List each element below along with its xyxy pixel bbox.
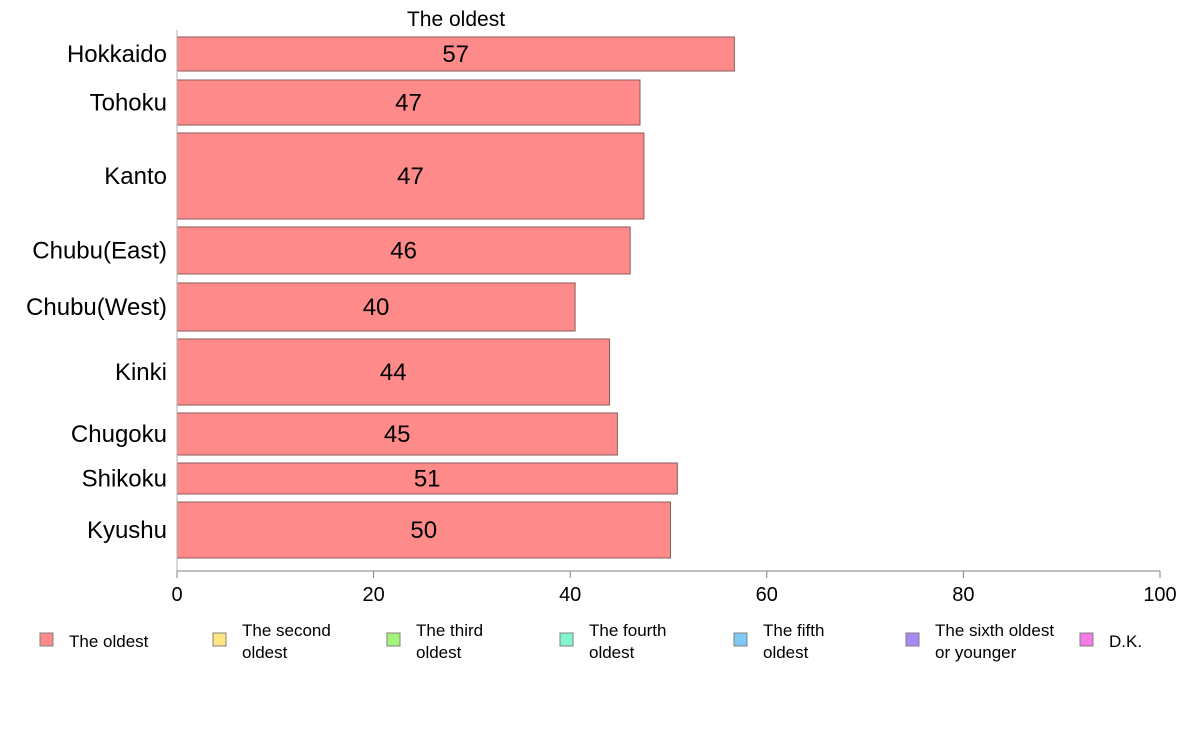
category-label: Chubu(West) xyxy=(26,294,167,321)
bar-chubu-west- xyxy=(176,282,576,332)
legend-label: The fourth xyxy=(589,621,667,640)
category-labels: Hokkaido Tohoku Kanto Chubu(East) Chubu(West… xyxy=(26,41,167,544)
bar-chugoku xyxy=(176,412,618,456)
x-tick-label: 40 xyxy=(559,584,581,606)
bar-hokkaido xyxy=(176,36,735,72)
legend-label: or younger xyxy=(935,643,1017,662)
data-label: 45 xyxy=(384,421,411,448)
data-label: 44 xyxy=(380,359,407,386)
legend-swatch xyxy=(559,632,574,647)
legend-label: D.K. xyxy=(1109,632,1142,651)
legend-label: The fifth xyxy=(763,621,824,640)
category-label: Hokkaido xyxy=(67,41,167,68)
data-label: 51 xyxy=(414,466,441,493)
category-label: Kyushu xyxy=(87,517,167,544)
x-tick-label: 20 xyxy=(362,584,384,606)
data-label: 46 xyxy=(390,238,417,265)
legend-swatch xyxy=(905,632,920,647)
legend-label: oldest xyxy=(416,643,462,662)
data-label: 50 xyxy=(410,517,437,544)
data-label: 40 xyxy=(363,294,390,321)
legend-swatch xyxy=(1079,632,1094,647)
legend-label: oldest xyxy=(589,643,635,662)
bar-tohoku xyxy=(176,79,641,126)
legend-label: The second xyxy=(242,621,331,640)
bar-kinki xyxy=(176,338,611,406)
legend-label: oldest xyxy=(763,643,809,662)
category-label: Chugoku xyxy=(71,421,167,448)
data-label: 47 xyxy=(395,90,422,117)
data-label: 57 xyxy=(442,41,469,68)
legend-swatch xyxy=(39,632,54,647)
category-label: Tohoku xyxy=(90,90,167,117)
legend-label: oldest xyxy=(242,643,288,662)
x-tick-label: 100 xyxy=(1143,584,1176,606)
legend-swatch xyxy=(212,632,227,647)
legend-swatch xyxy=(386,632,401,647)
category-label: Shikoku xyxy=(82,466,167,493)
series-title: The oldest xyxy=(407,8,505,31)
category-label: Kinki xyxy=(115,359,167,386)
x-tick-label: 80 xyxy=(952,584,974,606)
category-label: Kanto xyxy=(104,163,167,190)
bars-group xyxy=(176,36,735,559)
legend-label: The oldest xyxy=(69,632,149,651)
legend-swatch xyxy=(733,632,748,647)
legend-label: The third xyxy=(416,621,483,640)
x-axis: 0 20 40 60 80 100 xyxy=(171,30,1177,606)
data-label: 47 xyxy=(397,163,424,190)
x-tick-label: 60 xyxy=(756,584,778,606)
bar-kanto xyxy=(176,132,645,220)
legend: The oldest The second oldest The third oldes… xyxy=(39,621,1142,662)
x-tick-label: 0 xyxy=(171,584,182,606)
category-label: Chubu(East) xyxy=(32,238,167,265)
bar-chubu-east- xyxy=(176,226,631,275)
legend-label: The sixth oldest xyxy=(935,621,1054,640)
